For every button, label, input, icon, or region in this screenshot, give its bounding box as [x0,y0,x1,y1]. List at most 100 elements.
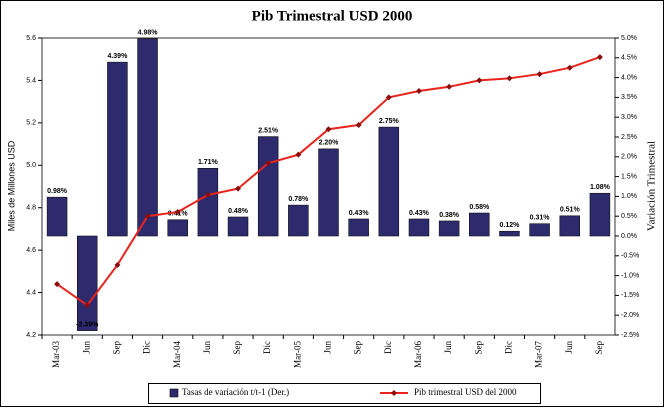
legend-marker [391,390,397,396]
line-marker [174,208,181,215]
bar [559,215,581,237]
y2-tick-label: 5.0% [621,35,637,42]
y-tick-label: 5.4 [26,77,36,84]
legend-label: Tasas de variación t/t-1 (Der.) [182,387,289,397]
legend-swatch [169,388,179,398]
bar [589,192,611,237]
y-tick-label: 5.0 [26,162,36,169]
data-label: 4.98% [138,30,159,37]
bar [438,220,460,237]
y-tick-label: 4.6 [26,247,36,254]
x-tick-label: Jun [81,341,91,354]
line-marker [446,83,453,90]
data-label: 0.78% [288,196,309,203]
y2-tick-label: -2.0% [621,312,639,319]
x-tick-label: Sep [232,341,242,355]
data-label: 0.98% [47,188,68,195]
line-marker [476,77,483,84]
y2-tick-label: -1.5% [621,292,639,299]
line-marker [385,94,392,101]
data-label: -2.39% [76,321,99,328]
bar [288,204,309,237]
y2-tick-label: 4.5% [621,55,637,62]
line-marker [235,185,242,192]
plot-area [41,37,616,336]
y2-tick-label: 3.0% [621,114,637,121]
x-tick-label: Jun [323,341,333,354]
x-tick-label: Dic [504,341,514,354]
line-marker [566,64,573,71]
y2-axis-label: Variación Trimestral [646,141,658,231]
x-tick-label: Mar-05 [292,341,302,368]
x-tick-label: Sep [353,341,363,355]
x-tick-label: Dic [142,341,152,354]
y2-tick-label: 0.0% [621,233,637,240]
data-label: 2.20% [319,140,340,147]
legend-box [148,383,541,404]
y2-tick-label: 3.5% [621,94,637,101]
data-label: 0.48% [228,208,249,215]
data-label: 1.71% [198,159,219,166]
y-tick-label: 4.2 [26,332,36,339]
line-marker [265,160,272,167]
bar [227,216,249,237]
y-tick-label: 4.4 [26,289,36,296]
data-label: 4.39% [107,53,128,60]
bar [408,218,430,237]
bar [167,219,188,237]
line-marker [355,121,362,128]
y2-tick-label: -1.0% [621,272,639,279]
y2-tick-label: 0.5% [621,213,637,220]
bar [197,167,219,237]
bar [137,38,158,237]
x-tick-label: Mar-07 [534,341,544,368]
bar [107,61,128,237]
data-label: 1.08% [590,184,611,191]
x-tick-label: Mar-06 [413,341,423,368]
data-label: 0.43% [409,210,430,217]
data-label: 0.31% [530,215,551,222]
x-tick-label: Sep [111,341,121,355]
bar [499,230,520,237]
x-tick-label: Dic [262,341,272,354]
x-tick-label: Mar-03 [51,341,61,368]
line-marker [415,88,422,95]
line-marker [295,151,302,158]
chart-title: Pib Trimestral USD 2000 [252,8,413,24]
y2-tick-label: 1.0% [621,193,637,200]
y2-tick-label: 4.0% [621,74,637,81]
bar [529,223,550,237]
line-marker [84,302,91,309]
bar [318,148,339,237]
y2-tick-label: 2.0% [621,154,637,161]
data-label: 0.43% [349,210,370,217]
data-label: 0.38% [439,212,460,219]
line-marker [144,213,151,220]
line-marker [204,191,211,198]
legend-label: Pib trimestral USD del 2000 [414,387,517,397]
data-label: 2.75% [379,118,400,125]
data-label: 2.51% [258,127,279,134]
line-marker [325,126,332,133]
data-label: 0.51% [560,207,581,214]
bar [348,218,369,237]
y2-tick-label: 1.5% [621,173,637,180]
line-marker [596,54,603,61]
line-marker [506,75,513,82]
data-label: 0.12% [500,222,521,229]
x-tick-label: Dic [383,341,393,354]
x-tick-label: Sep [473,341,483,355]
y-tick-label: 4.8 [26,205,36,212]
x-tick-label: Mar-04 [172,341,182,368]
bar [76,235,98,331]
x-tick-label: Jun [564,341,574,354]
bar [46,196,68,237]
y-tick-label: 5.2 [26,120,36,127]
line-marker [114,261,121,268]
y-tick-label: 5.6 [26,35,36,42]
data-label: 0.58% [469,204,490,211]
y2-tick-label: -2.5% [621,332,639,339]
y2-tick-label: -0.5% [621,253,639,260]
x-tick-label: Jun [443,341,453,354]
